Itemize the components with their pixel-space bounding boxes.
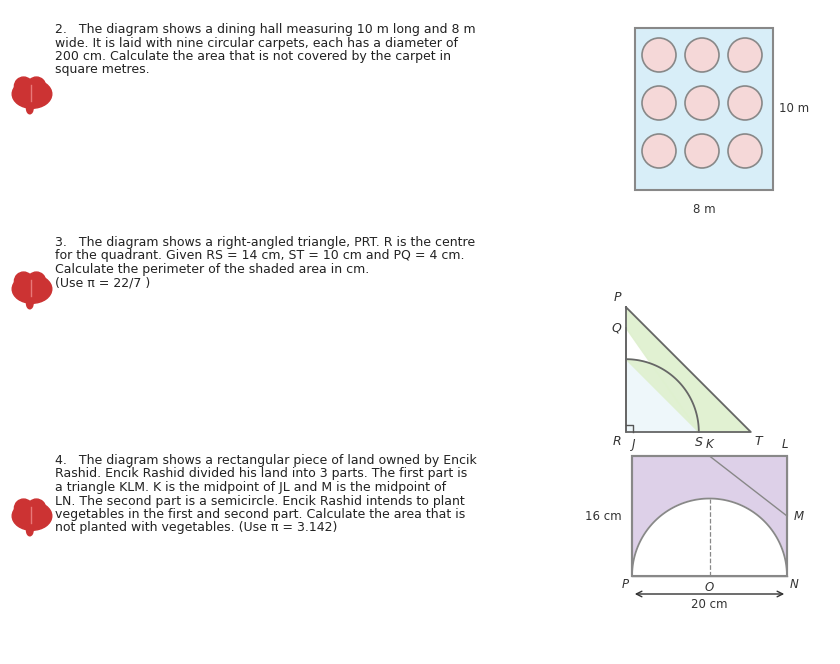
Text: vegetables in the first and second part. Calculate the area that is: vegetables in the first and second part.…	[55, 508, 465, 521]
Circle shape	[27, 272, 45, 291]
Ellipse shape	[13, 275, 52, 303]
Circle shape	[685, 86, 719, 120]
Text: 16 cm: 16 cm	[585, 509, 622, 523]
Ellipse shape	[27, 525, 33, 536]
Circle shape	[14, 272, 33, 291]
Text: K: K	[706, 438, 713, 451]
Text: R: R	[612, 435, 621, 448]
Circle shape	[642, 86, 676, 120]
Text: for the quadrant. Given RS = 14 cm, ST = 10 cm and PQ = 4 cm.: for the quadrant. Given RS = 14 cm, ST =…	[55, 250, 465, 262]
Text: (Use π = 22/7 ): (Use π = 22/7 )	[55, 276, 150, 290]
Text: J: J	[633, 438, 636, 451]
Text: 10 m: 10 m	[779, 102, 809, 116]
Circle shape	[642, 38, 676, 72]
Circle shape	[685, 38, 719, 72]
Bar	[635, 28, 773, 190]
Text: LN. The second part is a semicircle. Encik Rashid intends to plant: LN. The second part is a semicircle. Enc…	[55, 495, 465, 507]
Text: a triangle KLM. K is the midpoint of JL and M is the midpoint of: a triangle KLM. K is the midpoint of JL …	[55, 481, 446, 494]
Text: P: P	[613, 291, 621, 304]
Text: N: N	[790, 578, 799, 591]
Text: L: L	[782, 438, 788, 451]
Circle shape	[14, 77, 33, 96]
Ellipse shape	[13, 502, 52, 531]
Text: 200 cm. Calculate the area that is not covered by the carpet in: 200 cm. Calculate the area that is not c…	[55, 50, 451, 63]
Ellipse shape	[27, 297, 33, 309]
Text: 3.   The diagram shows a right-angled triangle, PRT. R is the centre: 3. The diagram shows a right-angled tria…	[55, 236, 475, 249]
Circle shape	[27, 77, 45, 96]
Ellipse shape	[13, 80, 52, 108]
Text: 4.   The diagram shows a rectangular piece of land owned by Encik: 4. The diagram shows a rectangular piece…	[55, 454, 477, 467]
Text: Rashid. Encik Rashid divided his land into 3 parts. The first part is: Rashid. Encik Rashid divided his land in…	[55, 467, 467, 481]
Polygon shape	[632, 499, 787, 576]
Text: Q: Q	[612, 321, 621, 335]
Text: 20 cm: 20 cm	[691, 598, 727, 611]
Circle shape	[685, 134, 719, 168]
Text: 2.   The diagram shows a dining hall measuring 10 m long and 8 m: 2. The diagram shows a dining hall measu…	[55, 23, 475, 36]
Circle shape	[728, 134, 762, 168]
Text: square metres.: square metres.	[55, 64, 150, 76]
Text: P: P	[622, 578, 629, 591]
Bar	[632, 456, 787, 576]
Text: S: S	[695, 436, 703, 449]
Circle shape	[728, 86, 762, 120]
Ellipse shape	[27, 103, 33, 114]
Circle shape	[27, 499, 45, 517]
Circle shape	[14, 499, 33, 517]
Text: 8 m: 8 m	[693, 203, 716, 216]
Text: M: M	[794, 509, 804, 523]
Circle shape	[728, 38, 762, 72]
Polygon shape	[626, 307, 751, 432]
Bar	[632, 456, 787, 576]
Polygon shape	[710, 456, 787, 516]
Polygon shape	[626, 359, 699, 432]
Text: wide. It is laid with nine circular carpets, each has a diameter of: wide. It is laid with nine circular carp…	[55, 37, 458, 50]
Text: not planted with vegetables. (Use π = 3.142): not planted with vegetables. (Use π = 3.…	[55, 521, 338, 535]
Text: O: O	[705, 581, 714, 594]
Circle shape	[642, 134, 676, 168]
Text: T: T	[755, 435, 763, 448]
Text: Calculate the perimeter of the shaded area in cm.: Calculate the perimeter of the shaded ar…	[55, 263, 370, 276]
